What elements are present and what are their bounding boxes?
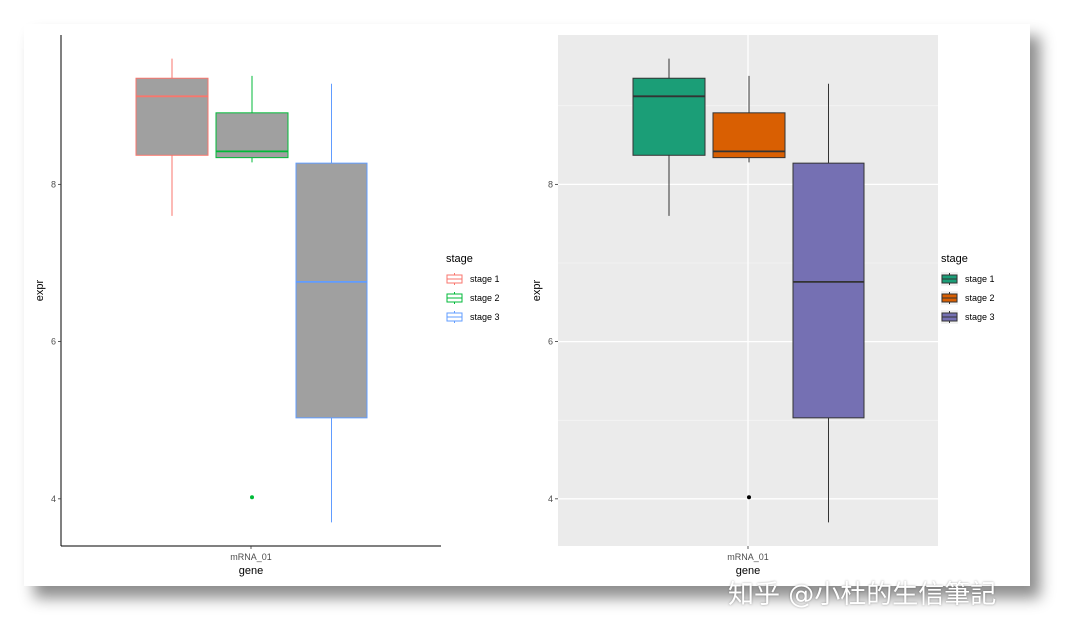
legend-item-3: stage 3 (446, 311, 500, 323)
watermark-text: 知乎 @小杜的生信筆記 (728, 580, 997, 610)
legend-label: stage 1 (470, 274, 500, 284)
y-tick-label: 8 (548, 179, 553, 189)
y-axis-title: expr (531, 279, 543, 301)
box-stage-2 (215, 75, 289, 500)
box-iqr (792, 162, 865, 419)
y-tick-label: 4 (51, 494, 56, 504)
box-stage-1 (632, 58, 706, 216)
legend-label: stage 3 (965, 312, 995, 322)
y-tick-label: 6 (548, 337, 553, 347)
legend-title: stage (941, 253, 968, 265)
box-stage-1 (135, 58, 209, 216)
box-stage-3 (295, 83, 368, 523)
box-iqr (135, 77, 209, 156)
legend-label: stage 2 (965, 293, 995, 303)
legend-item-1: stage 1 (446, 273, 500, 285)
box-iqr (712, 112, 786, 159)
y-axis-title: expr (34, 279, 46, 301)
outlier-point (747, 495, 751, 500)
legend-label: stage 3 (470, 312, 500, 322)
x-axis-title: gene (736, 565, 760, 577)
box-iqr (295, 162, 368, 419)
x-tick-label: mRNA_01 (727, 552, 769, 562)
legend-item-2: stage 2 (446, 292, 500, 304)
box-iqr (632, 77, 706, 156)
y-tick-label: 6 (51, 337, 56, 347)
x-axis-title: gene (239, 565, 263, 577)
legend-label: stage 1 (965, 274, 995, 284)
legend-label: stage 2 (470, 293, 500, 303)
legend-item-1: stage 1 (941, 272, 995, 286)
y-tick-label: 4 (548, 494, 553, 504)
x-tick-label: mRNA_01 (230, 552, 272, 562)
legend-item-3: stage 3 (941, 310, 995, 324)
box-iqr (215, 112, 289, 159)
legend-item-2: stage 2 (941, 291, 995, 305)
y-tick-label: 8 (51, 179, 56, 189)
outlier-point (250, 495, 254, 500)
box-stage-3 (792, 83, 865, 523)
box-stage-2 (712, 75, 786, 500)
legend-title: stage (446, 253, 473, 265)
